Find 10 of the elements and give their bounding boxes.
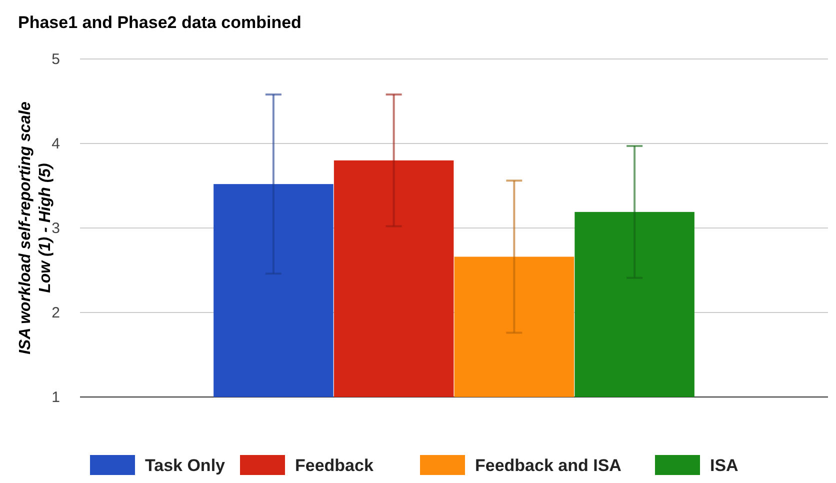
legend-label: Task Only: [145, 456, 226, 475]
legend-label: Feedback and ISA: [475, 456, 622, 475]
y-tick-label: 5: [52, 51, 60, 68]
legend-label: Feedback: [295, 456, 374, 475]
y-tick-label: 1: [52, 389, 60, 406]
y-tick-label: 2: [52, 304, 60, 322]
legend-label: ISA: [710, 456, 738, 475]
y-tick-label: 3: [52, 220, 60, 237]
y-tick-label: 4: [52, 136, 60, 152]
chart-title: Phase1 and Phase2 data combined: [18, 13, 302, 32]
